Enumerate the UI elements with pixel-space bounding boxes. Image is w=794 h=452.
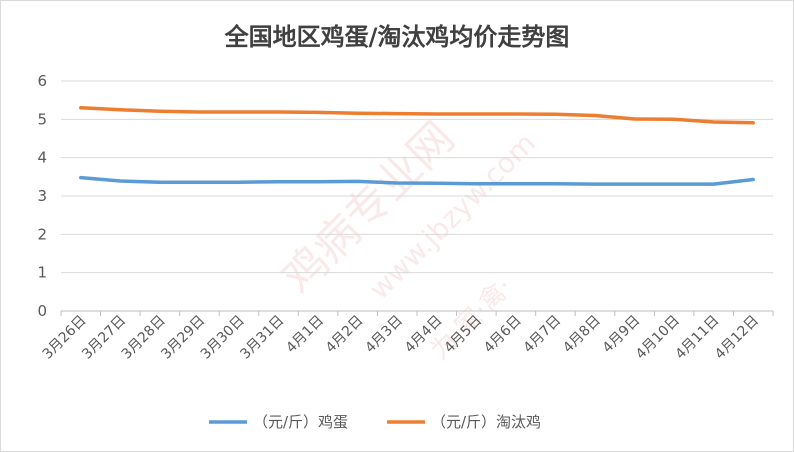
x-axis-ticks: 3月26日3月27日3月28日3月29日3月30日3月31日4月1日4月2日4月… <box>40 311 774 363</box>
y-tick-label: 2 <box>37 225 47 243</box>
x-tick-label: 4月7日 <box>521 313 565 357</box>
x-tick-label: 4月1日 <box>283 313 327 357</box>
y-axis-ticks: 0 1 2 3 4 5 6 <box>37 72 47 320</box>
y-tick-label: 3 <box>37 187 47 205</box>
watermark-brand: 鸡病专业网 <box>273 112 465 304</box>
x-tick-label: 4月8日 <box>560 313 604 357</box>
series-lines <box>79 106 755 186</box>
y-tick-label: 5 <box>37 110 47 128</box>
legend-label: （元/斤）鸡蛋 <box>253 413 348 431</box>
chart-title: 全国地区鸡蛋/淘汰鸡均价走势图 <box>224 23 570 51</box>
y-tick-label: 1 <box>37 264 47 282</box>
x-tick-label: 4月2日 <box>323 313 367 357</box>
legend-label: （元/斤）淘汰鸡 <box>431 413 541 431</box>
series-line-egg <box>79 175 755 186</box>
legend: （元/斤）鸡蛋 （元/斤）淘汰鸡 <box>209 413 541 431</box>
y-tick-label: 0 <box>37 302 47 320</box>
x-tick-label: 3月31日 <box>237 313 287 363</box>
series-line-culled-hen <box>79 106 755 125</box>
x-tick-label: 4月3日 <box>362 313 406 357</box>
y-tick-label: 6 <box>37 72 47 90</box>
x-tick-label: 4月12日 <box>712 313 762 363</box>
y-tick-label: 4 <box>37 149 47 167</box>
